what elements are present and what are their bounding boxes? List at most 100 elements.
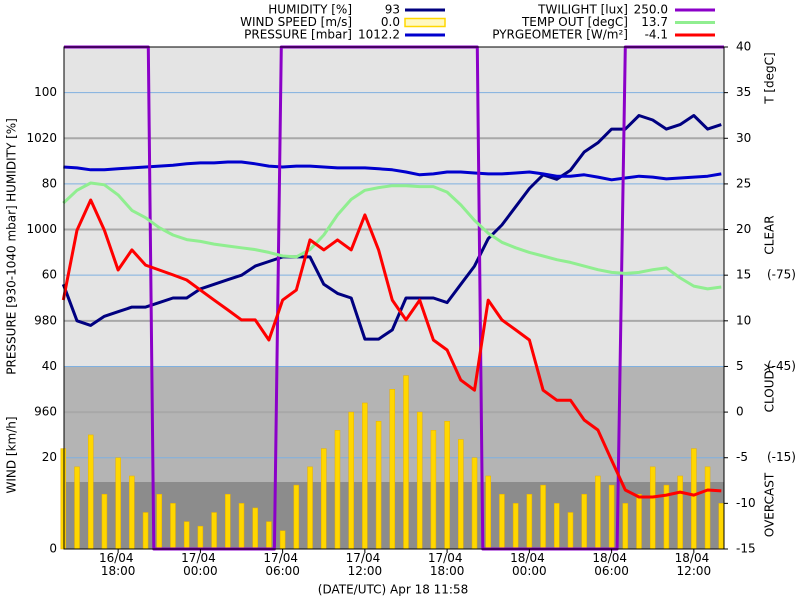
x-tick-label: 17/04 18:00 <box>428 551 466 578</box>
y-axis-title: HUMIDITY [%] <box>5 118 19 202</box>
legend-label: HUMIDITY [%] <box>268 3 352 17</box>
y-axis-title: WIND [km/h] <box>5 416 19 493</box>
x-tick-label: 18/04 12:00 <box>675 551 713 578</box>
wind-bar <box>567 512 574 550</box>
wind-bar <box>704 466 711 550</box>
wind-bar <box>183 521 190 550</box>
wind-bar <box>458 439 464 550</box>
wind-bar <box>321 448 327 550</box>
wind-bar <box>238 503 245 550</box>
y2-tick-label: 0 <box>736 405 744 419</box>
legend-label: TEMP OUT [degC] <box>521 15 628 29</box>
x-tick-label: 17/04 00:00 <box>181 551 219 578</box>
wind-bar <box>636 493 642 550</box>
y2-tick-label: 30 <box>736 131 751 145</box>
wind-bar <box>416 411 423 550</box>
pyr-tick-label: (-75) <box>767 268 796 282</box>
series-line <box>62 181 722 291</box>
y2-tick-label: -5 <box>736 450 748 464</box>
y-tick-label: 20 <box>42 450 57 464</box>
wind-bar <box>197 525 204 550</box>
wind-bar <box>74 466 80 550</box>
pyr-tick-label: (-15) <box>767 450 796 464</box>
legend-label: TWILIGHT [lux] <box>537 3 628 17</box>
sky-label: CLOUDY <box>763 363 777 412</box>
legend-label: PRESSURE [mbar] <box>244 28 352 42</box>
wind-bar <box>444 420 450 550</box>
y2-tick-label: -15 <box>736 542 756 556</box>
series-line <box>63 160 722 182</box>
y2-tick-label: 40 <box>736 40 751 54</box>
wind-bar <box>87 434 94 550</box>
x-tick-label: 17/04 06:00 <box>263 551 301 578</box>
y-tick-label: 980 <box>34 313 57 327</box>
x-tick-label: 17/04 12:00 <box>346 551 384 578</box>
wind-bar <box>677 475 683 550</box>
y-tick-label: 1020 <box>26 131 57 145</box>
y2-tick-label: 35 <box>736 85 751 99</box>
wind-bar <box>362 402 368 550</box>
y-axis-title: PRESSURE [930-1040 mbar] <box>5 205 19 374</box>
x-axis-title: (DATE/UTC) Apr 18 11:58 <box>318 583 468 597</box>
y2-tick-label: 5 <box>736 359 744 373</box>
wind-bar <box>581 493 587 550</box>
y-tick-label: 80 <box>42 176 57 190</box>
wind-bar <box>595 475 601 550</box>
wind-bar <box>60 448 67 550</box>
wind-bar <box>649 466 656 550</box>
legend-swatch <box>404 17 446 28</box>
wind-bar <box>622 503 629 550</box>
series-line <box>61 114 722 341</box>
pyr-tick-label: (-45) <box>767 359 796 373</box>
y2-tick-label: 25 <box>736 176 751 190</box>
wind-bar <box>691 448 697 550</box>
series-line <box>61 198 722 499</box>
y-tick-label: 100 <box>34 85 57 99</box>
wind-bar <box>170 503 176 550</box>
wind-bar <box>225 493 231 550</box>
wind-bar <box>526 493 533 550</box>
wind-bar <box>334 430 341 550</box>
legend-value: 0.0 <box>381 15 400 29</box>
wind-bar <box>266 521 272 550</box>
y-tick-label: 40 <box>42 359 57 373</box>
wind-bar <box>142 512 149 550</box>
y2-tick-label: 20 <box>736 222 751 236</box>
plot-frame <box>63 46 725 550</box>
wind-bar <box>115 457 121 550</box>
wind-bar <box>129 475 135 550</box>
clear-band <box>64 47 724 366</box>
x-tick-label: 18/04 00:00 <box>510 551 548 578</box>
y2-tick-label: -10 <box>736 496 756 510</box>
wind-bar <box>156 493 163 550</box>
wind-bar <box>293 484 300 550</box>
legend-value: 250.0 <box>634 3 668 17</box>
sky-label: CLEAR <box>763 215 777 254</box>
wind-bar <box>608 484 615 550</box>
wind-bar <box>307 466 313 550</box>
wind-bar <box>430 430 437 550</box>
wind-bar <box>512 503 519 550</box>
y2-axis-title: T [degC] <box>763 52 777 105</box>
wind-bar <box>211 512 217 550</box>
wind-bar <box>101 493 108 550</box>
x-tick-label: 18/04 06:00 <box>592 551 630 578</box>
legend-label: PYRGEOMETER [W/m²] <box>492 28 628 42</box>
legend-value: 13.7 <box>641 15 668 29</box>
y2-tick-label: 10 <box>736 313 751 327</box>
wind-bar <box>348 411 354 550</box>
x-tick-label: 16/04 18:00 <box>99 551 137 578</box>
y-tick-label: 1000 <box>26 222 57 236</box>
wind-bar <box>485 475 491 550</box>
wind-bar <box>540 484 546 550</box>
wind-bar <box>554 503 560 550</box>
sky-label: OVERCAST <box>763 472 777 537</box>
legend-label: WIND SPEED [m/s] <box>240 15 352 29</box>
wind-bar <box>375 420 382 550</box>
wind-bar <box>499 493 505 550</box>
y-tick-label: 960 <box>34 405 57 419</box>
y2-tick-label: 15 <box>736 268 751 282</box>
y-tick-label: 60 <box>42 268 57 282</box>
wind-bar <box>279 530 286 550</box>
